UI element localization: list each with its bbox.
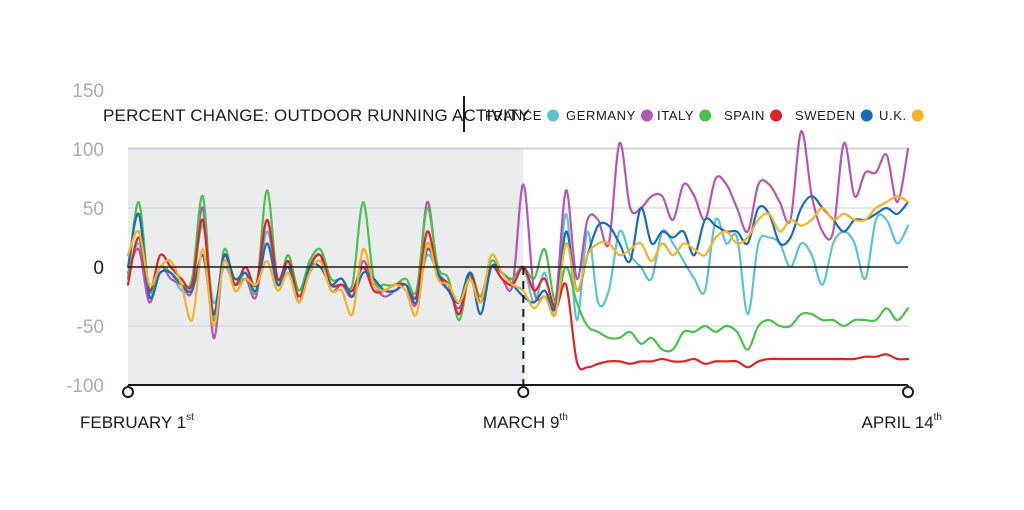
legend-label: GERMANY	[566, 108, 636, 123]
date-marker-dot	[517, 386, 530, 398]
legend-label: U.K.	[879, 108, 907, 123]
legend-swatch	[770, 109, 783, 122]
series-layer	[126, 130, 910, 371]
axis-layer	[122, 266, 914, 398]
legend-swatch	[547, 109, 560, 122]
y-tick-label: -50	[77, 317, 104, 338]
y-tick-label: 0	[93, 258, 104, 279]
date-label: MARCH 9th	[483, 412, 568, 432]
series-line-uk	[126, 195, 910, 328]
chart-title: PERCENT CHANGE: OUTDOOR RUNNING ACTIVITY	[103, 106, 530, 125]
date-markers: FEBRUARY 1st MARCH 9th APRIL 14th	[80, 412, 942, 432]
series-line-sweden	[126, 195, 910, 316]
date-marker-dot	[122, 386, 134, 398]
legend: FRANCE GERMANY ITALY SPAIN SWEDEN U.K.	[485, 108, 924, 123]
date-label: APRIL 14th	[862, 412, 942, 432]
gridlines	[128, 147, 908, 327]
legend-label: SWEDEN	[795, 108, 856, 123]
legend-label: SPAIN	[724, 108, 765, 123]
series-line-germany	[126, 130, 910, 339]
y-tick-label: -100	[66, 376, 104, 397]
date-marker-dot	[902, 386, 914, 398]
date-label: FEBRUARY 1st	[80, 412, 194, 432]
y-tick-label: 150	[72, 81, 104, 102]
y-tick-label: 100	[72, 140, 104, 161]
y-tick-label: 50	[83, 199, 104, 220]
legend-swatch	[860, 109, 873, 122]
legend-swatch	[911, 109, 924, 122]
legend-swatch	[640, 109, 653, 122]
legend-label: ITALY	[657, 108, 694, 123]
y-axis-ticks: 150 100 50 0 -50 -100	[66, 81, 104, 397]
legend-label: FRANCE	[485, 108, 542, 123]
legend-swatch	[699, 109, 712, 122]
